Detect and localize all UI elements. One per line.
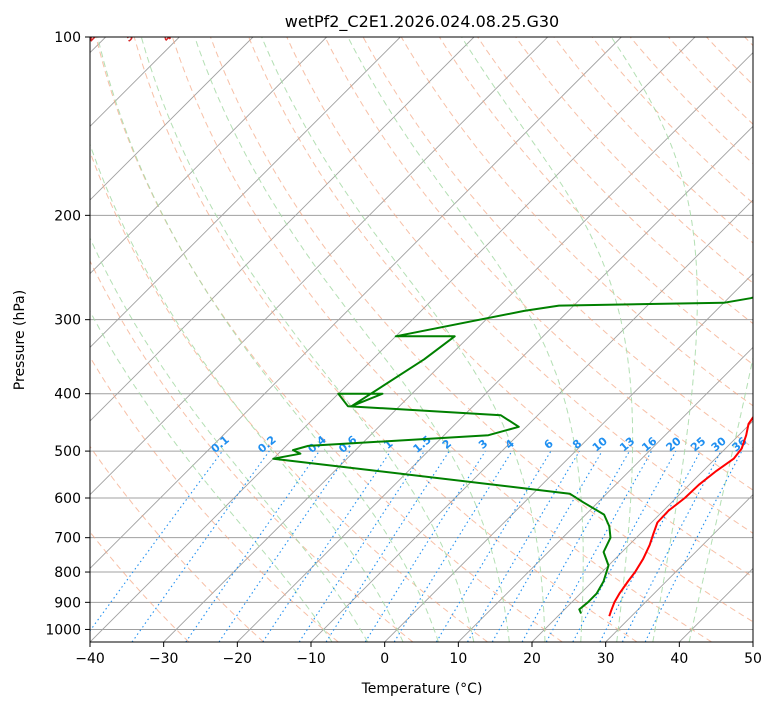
moist-adiabat: [140, 37, 475, 642]
dry-adiabat: [90, 445, 264, 642]
dry-adiabat-label: 40: [160, 24, 180, 44]
x-tick-label: −10: [296, 651, 326, 667]
moist-adiabat: [90, 310, 333, 642]
moist-adiabat: [97, 37, 439, 642]
moist-adiabat: [261, 37, 546, 642]
mixing-ratio-line: [599, 450, 701, 642]
x-tick-label: −20: [223, 651, 253, 667]
isotherm: [458, 346, 753, 642]
plot-frame: [89, 36, 754, 643]
x-tick-label: 0: [380, 651, 389, 667]
y-axis-label: Pressure (hPa): [12, 290, 28, 390]
isotherm: [90, 37, 327, 275]
isotherm: [90, 37, 696, 642]
isotherm: [90, 37, 622, 569]
dry-adiabat: [515, 37, 753, 284]
moist-adiabat: [347, 37, 584, 642]
x-tick-label: 20: [523, 651, 541, 667]
mixing-ratio-line: [298, 450, 425, 642]
x-tick-label: 40: [670, 651, 688, 667]
isotherm: [531, 420, 753, 642]
dry-adiabat: [90, 259, 414, 642]
y-tick-label: 400: [54, 387, 81, 403]
chart-title: wetPf2_C2E1.2026.024.08.25.G30: [285, 12, 559, 32]
x-tick-label: −40: [75, 651, 105, 667]
dry-adiabat: [171, 37, 712, 642]
y-tick-label: 800: [54, 565, 81, 581]
temperature-profile-line: [608, 415, 753, 617]
axes: −40 −30 −20 −10 0 10 20 30 40 50 1000 900 800 700 600 5…: [45, 30, 762, 667]
isotherm: [237, 125, 753, 642]
y-tick-label: 500: [54, 444, 81, 460]
y-tick-label: 900: [54, 595, 81, 611]
y-tick-label: 300: [54, 313, 81, 329]
x-tick-label: 10: [449, 651, 467, 667]
x-tick-label: 30: [597, 651, 615, 667]
mixing-ratio-line: [185, 450, 320, 642]
isotherm: [90, 37, 548, 496]
dry-adiabat: [248, 37, 753, 578]
mixing-ratio-line: [435, 450, 552, 642]
y-tick-label: 1000: [45, 622, 81, 638]
isotherm: [90, 37, 475, 422]
moist-adiabat: [90, 236, 369, 642]
dry-adiabat: [133, 37, 638, 642]
dry-adiabat: [210, 37, 753, 623]
dry-adiabat: [324, 37, 753, 491]
y-tick-label: 200: [54, 208, 81, 224]
mixing-ratio-line: [393, 450, 513, 642]
x-tick-label: 50: [744, 651, 762, 667]
y-tick-label: 700: [54, 531, 81, 547]
dry-adiabat: [286, 37, 753, 534]
profile-lines: [272, 296, 753, 617]
plot-area: [90, 37, 753, 642]
mixing-ratio-line: [467, 450, 580, 642]
moist-adiabat: [461, 37, 634, 642]
dry-adiabat-label: 30: [122, 24, 142, 44]
mixing-ratio-line: [572, 450, 677, 642]
isotherm: [384, 273, 753, 642]
mixing-ratio-line: [218, 450, 351, 642]
moist-adiabat: [194, 37, 510, 642]
x-tick-label: −30: [149, 651, 179, 667]
moist-adiabat: [688, 355, 753, 642]
dewpoint-profile-line: [272, 296, 753, 614]
x-axis-label: Temperature (°C): [361, 681, 483, 697]
y-tick-label: 100: [54, 30, 81, 46]
isotherm: [90, 37, 401, 348]
isotherm: [90, 37, 254, 201]
isotherm: [605, 494, 753, 642]
mixing-ratio-line: [364, 450, 486, 642]
y-tick-label: 600: [54, 491, 81, 507]
mixing-ratio-line: [262, 450, 392, 642]
moist-adiabat: [610, 37, 698, 642]
moist-adiabat: [90, 142, 404, 642]
mixing-ratio-line: [325, 450, 450, 642]
